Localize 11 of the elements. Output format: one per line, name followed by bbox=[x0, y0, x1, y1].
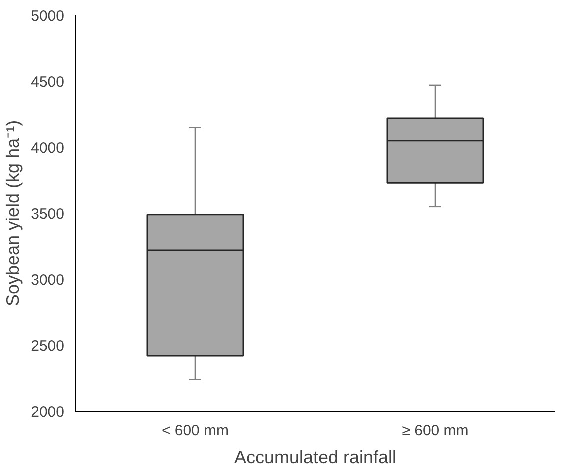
x-tick-label: < 600 mm bbox=[162, 422, 230, 440]
y-tick-label: 2500 bbox=[31, 338, 65, 355]
y-tick-label: 3000 bbox=[31, 272, 65, 289]
y-tick-label: 2000 bbox=[31, 404, 65, 421]
x-axis-title: Accumulated rainfall bbox=[234, 448, 397, 468]
y-tick-label: 4500 bbox=[31, 74, 65, 91]
y-tick-label: 5000 bbox=[31, 8, 65, 25]
y-axis-title: Soybean yield (kg ha⁻¹) bbox=[3, 120, 24, 307]
y-tick-label: 4000 bbox=[31, 140, 65, 157]
x-tick-label: ≥ 600 mm bbox=[402, 422, 469, 440]
y-tick-label: 3500 bbox=[31, 206, 65, 223]
